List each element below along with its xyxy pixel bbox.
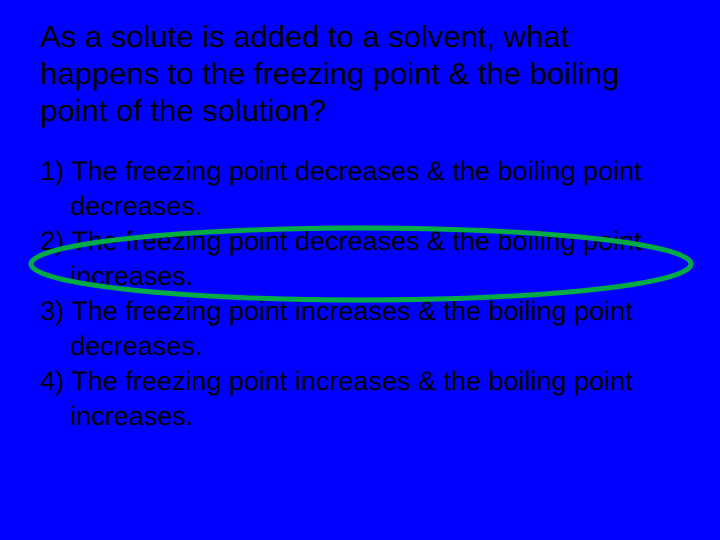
option-number-2: 2)	[40, 226, 64, 256]
option-text-3: The freezing point increases & the boili…	[70, 296, 632, 361]
options-list: 1) The freezing point decreases & the bo…	[40, 154, 680, 435]
option-number-3: 3)	[40, 296, 64, 326]
option-text-4: The freezing point increases & the boili…	[70, 366, 632, 431]
option-4: 4) The freezing point increases & the bo…	[40, 364, 680, 434]
option-number-1: 1)	[40, 156, 64, 186]
option-text-1: The freezing point decreases & the boili…	[70, 156, 641, 221]
slide-container: As a solute is added to a solvent, what …	[0, 0, 720, 540]
option-1: 1) The freezing point decreases & the bo…	[40, 154, 680, 224]
option-number-4: 4)	[40, 366, 64, 396]
option-3: 3) The freezing point increases & the bo…	[40, 294, 680, 364]
option-text-2: The freezing point decreases & the boili…	[70, 226, 641, 291]
question-text: As a solute is added to a solvent, what …	[40, 18, 680, 130]
option-2: 2) The freezing point decreases & the bo…	[40, 224, 680, 294]
